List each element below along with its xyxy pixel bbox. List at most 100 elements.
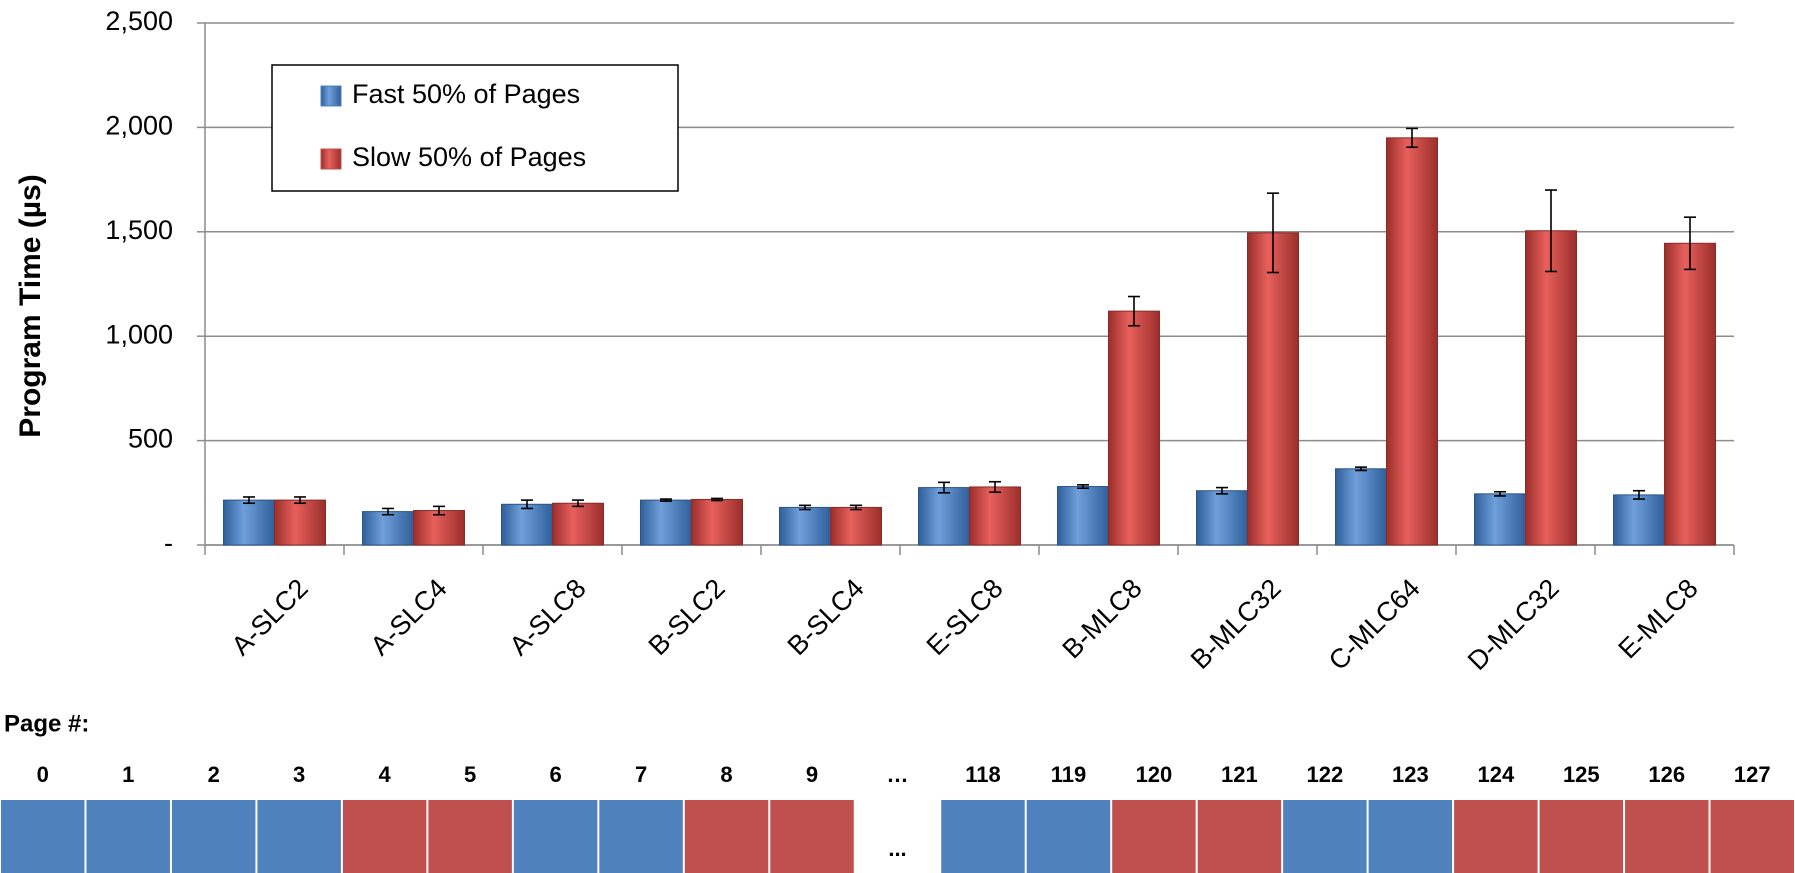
error-bar [1128, 295, 1140, 327]
error-bar [660, 498, 672, 502]
bar [640, 499, 692, 546]
page-cell [171, 800, 256, 873]
page-number: 118 [965, 762, 1001, 787]
error-bar [938, 481, 950, 494]
bar [413, 510, 465, 546]
y-tick-label: 1,000 [105, 319, 173, 349]
page-number: 124 [1477, 762, 1514, 787]
x-tick-label: A-SLC8 [504, 573, 592, 661]
page-cell [599, 800, 683, 873]
error-bar [1494, 490, 1506, 497]
page-number: 2 [208, 762, 220, 787]
x-tick-label: A-SLC2 [226, 573, 314, 661]
page-cell [1454, 800, 1538, 873]
page-gap: ... [888, 836, 906, 861]
page-cell [1710, 800, 1794, 873]
bar [362, 511, 414, 546]
page-cell [1112, 800, 1196, 873]
page-strip-label: Page #: [4, 710, 89, 737]
page-cell [684, 800, 769, 873]
error-bar [1216, 486, 1228, 495]
page-number: 122 [1307, 762, 1344, 787]
error-bar [521, 499, 533, 510]
page-number: 120 [1136, 762, 1173, 787]
bar [1525, 230, 1577, 546]
x-tick-label: D-MLC32 [1462, 573, 1565, 676]
x-tick-label: B-SLC4 [782, 573, 870, 661]
bar [1335, 468, 1387, 546]
x-tick-label: B-MLC8 [1057, 573, 1148, 664]
legend-swatch [320, 85, 342, 107]
bar [552, 502, 604, 546]
x-tick-label: B-MLC32 [1185, 573, 1287, 675]
error-bar [1406, 127, 1418, 149]
bar [1108, 310, 1160, 546]
bar [1386, 137, 1438, 546]
bar [830, 506, 882, 546]
y-tick-label: 1,500 [105, 215, 173, 245]
bar [1247, 232, 1299, 546]
page-cell [1625, 800, 1709, 873]
error-bar [1355, 466, 1367, 472]
page-cell [86, 800, 170, 873]
y-tick-label: - [164, 528, 173, 558]
page-cell [513, 800, 598, 873]
error-bar [1545, 189, 1557, 273]
error-bar [1267, 192, 1279, 274]
page-number: 121 [1221, 762, 1258, 787]
legend-label: Slow 50% of Pages [352, 142, 586, 172]
page-number: 125 [1563, 762, 1600, 787]
page-cell [1368, 800, 1453, 873]
error-bar [572, 499, 584, 508]
y-tick-label: 2,000 [105, 111, 173, 141]
page-number: 126 [1648, 762, 1685, 787]
bar [918, 487, 970, 546]
page-number: 0 [37, 762, 49, 787]
x-tick-label: B-SLC2 [643, 573, 731, 661]
page-number: 123 [1392, 762, 1429, 787]
page-cell [1197, 800, 1282, 873]
error-bar [989, 480, 1001, 493]
y-axis-title: Program Time (µs) [14, 174, 47, 437]
error-bar [433, 505, 445, 516]
x-tick-label: A-SLC4 [365, 573, 453, 661]
bar [1474, 493, 1526, 546]
bar [501, 503, 553, 546]
page-number: 3 [293, 762, 305, 787]
error-bar [1684, 216, 1696, 271]
page-cell [770, 800, 854, 873]
page-number: 9 [806, 762, 818, 787]
page-number: 4 [379, 762, 392, 787]
page-cell [941, 800, 1025, 873]
bar [779, 506, 831, 546]
bar [1057, 486, 1109, 546]
bar [969, 486, 1021, 546]
error-bar [243, 496, 255, 505]
bar [1664, 242, 1716, 546]
x-tick-label: E-MLC8 [1613, 573, 1704, 664]
bar [223, 499, 275, 546]
error-bar [1077, 484, 1089, 490]
page-number: 8 [720, 762, 732, 787]
page-number: 7 [635, 762, 647, 787]
page-number: 1 [122, 762, 134, 787]
error-bar [294, 496, 306, 505]
page-cell [428, 800, 512, 873]
page-number: 127 [1734, 762, 1771, 787]
bar [1613, 494, 1665, 546]
page-cell [1, 800, 85, 873]
error-bar [1633, 489, 1645, 500]
error-bar [850, 504, 862, 511]
page-number: … [887, 762, 909, 787]
page-number: 5 [464, 762, 476, 787]
x-tick-label: E-SLC8 [921, 573, 1009, 661]
legend-swatch [320, 148, 342, 170]
bar [691, 498, 743, 546]
error-bar [799, 504, 811, 511]
error-bar [711, 497, 723, 502]
y-tick-label: 500 [128, 424, 173, 454]
page-number: 6 [549, 762, 561, 787]
page-cell [1026, 800, 1111, 873]
page-cell [1283, 800, 1367, 873]
